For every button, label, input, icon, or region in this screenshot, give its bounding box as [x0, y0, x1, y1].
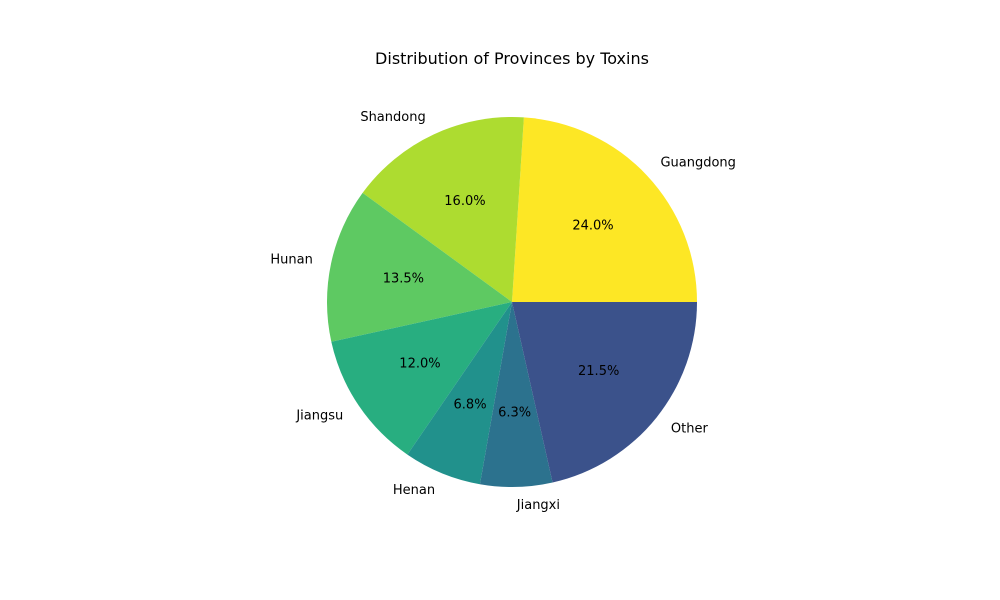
slice-percent-other: 21.5% — [578, 364, 619, 379]
slice-label-shandong: Shandong — [360, 110, 425, 125]
pie-slice-henan — [407, 302, 512, 485]
slice-percent-jiangxi: 6.3% — [498, 405, 531, 420]
slice-label-other: Other — [671, 422, 709, 437]
slice-percent-hunan: 13.5% — [383, 272, 424, 287]
pie-slice-other — [512, 302, 697, 483]
slice-label-jiangxi: Jiangxi — [516, 498, 560, 513]
pie-slice-guangdong — [512, 117, 697, 302]
slice-percent-guangdong: 24.0% — [572, 219, 613, 234]
pie-slice-jiangsu — [331, 302, 512, 455]
slice-percent-henan: 6.8% — [454, 397, 487, 412]
slice-percent-jiangsu: 12.0% — [399, 357, 440, 372]
pie-slice-hunan — [327, 192, 512, 342]
pie-slice-shandong — [362, 116, 524, 302]
slice-label-guangdong: Guangdong — [660, 155, 735, 170]
slice-percent-shandong: 16.0% — [444, 194, 485, 209]
slice-label-henan: Henan — [393, 483, 435, 498]
chart-title: Distribution of Provinces by Toxins — [375, 49, 649, 68]
slice-label-hunan: Hunan — [270, 253, 312, 268]
slice-label-jiangsu: Jiangsu — [295, 408, 343, 423]
pie-labels: Guangdong 24.0% Shandong 16.0% Hunan 13.5% Jia… — [270, 110, 736, 513]
pie-slices — [327, 116, 697, 487]
pie-slice-jiangxi — [479, 302, 553, 487]
